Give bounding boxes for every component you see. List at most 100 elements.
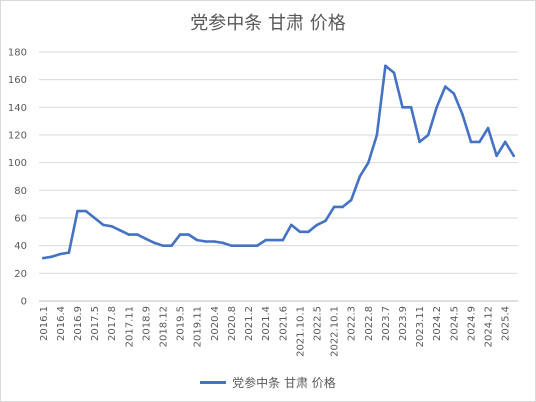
data-point [221,241,225,245]
data-point [281,238,285,242]
data-point [341,205,345,209]
data-point [50,255,54,258]
x-tick-label: 2023.9 [398,306,409,341]
y-tick-label: 160 [8,75,27,86]
y-tick-label: 80 [14,186,27,197]
data-point [187,233,190,236]
data-point [144,237,148,241]
data-point [264,238,268,242]
data-point [452,92,456,95]
data-point [375,133,379,137]
data-point [349,198,353,202]
x-tick-label: 2017.11 [124,306,135,347]
x-tick-label: 2020.4 [210,306,221,341]
data-point [384,64,387,68]
data-point [42,256,45,260]
data-point [101,223,105,227]
data-point [272,238,276,242]
data-point [401,106,404,109]
x-tick-label: 2022.5 [312,306,323,341]
x-tick-label: 2022.3 [347,306,358,341]
y-tick-label: 120 [8,131,27,142]
x-tick-label: 2019.5 [176,306,187,341]
x-tick-label: 2021.2 [244,306,255,341]
data-point [161,244,165,247]
x-tick-label: 2024.12 [484,306,495,347]
data-point [127,233,131,236]
y-tick-label: 40 [14,241,27,252]
x-tick-label: 2024.9 [466,306,477,341]
data-point [204,240,208,243]
data-point [409,106,413,109]
data-point [195,238,199,242]
x-tick-label: 2024.2 [432,306,443,341]
data-point [444,85,447,88]
x-tick-label: 2018.9 [141,306,152,341]
x-tick-label: 2024.5 [449,306,460,341]
data-point [495,154,498,158]
x-tick-label: 2022.10.1 [330,306,341,357]
data-point [324,219,327,223]
data-point [332,205,336,209]
x-tick-label: 2025.4 [501,306,512,341]
chart-title: 党参中条 甘肃 价格 [190,13,346,34]
x-tick-label: 2021.6 [278,306,289,341]
data-point [59,252,62,256]
x-tick-label: 2021.10.1 [295,306,306,357]
data-point [76,209,79,213]
x-tick-label: 2016.4 [56,306,67,341]
data-point [367,161,370,164]
data-point [67,251,71,254]
data-point [418,140,421,144]
y-tick-label: 20 [14,269,27,280]
series-line [41,64,516,260]
x-tick-label: 2017.5 [90,306,101,341]
data-point [84,209,88,213]
data-point [110,225,113,228]
data-point [392,71,396,75]
x-tick-label: 2023.11 [415,306,426,347]
x-tick-label: 2016.1 [39,306,50,341]
data-point [170,244,173,247]
data-point [136,233,139,236]
data-point [178,233,182,236]
data-point [307,230,310,234]
x-tick-label: 2020.8 [227,306,238,341]
y-tick-label: 0 [21,297,27,308]
legend-line-swatch [200,381,227,384]
data-point [315,223,319,227]
data-point [153,241,156,245]
data-point [119,229,122,232]
data-point [503,140,507,144]
data-point [435,106,439,109]
y-tick-label: 60 [14,214,27,225]
data-point [358,175,362,178]
data-point [255,244,259,247]
data-point [486,126,490,130]
data-point [247,244,250,247]
x-tick-label: 2023.7 [381,306,392,341]
y-tick-label: 180 [8,48,27,59]
data-point [469,140,473,144]
data-point [290,223,293,227]
data-point [230,244,233,247]
data-point [213,240,216,243]
legend-label: 党参中条 甘肃 价格 [232,376,336,390]
data-point [238,244,242,247]
data-point [93,216,96,220]
x-tick-label: 2019.11 [193,306,204,347]
x-tick-label: 2017.8 [107,306,118,341]
data-point [461,113,464,116]
data-point [298,230,302,234]
legend: 党参中条 甘肃 价格 [1,374,535,391]
x-tick-label: 2016.9 [73,306,84,341]
data-point [512,154,515,158]
y-tick-label: 100 [8,158,27,169]
data-point [478,140,481,144]
x-tick-label: 2021.4 [261,306,272,341]
x-tick-label: 2022.8 [364,306,375,341]
data-point [426,133,430,137]
y-tick-label: 140 [8,103,27,114]
